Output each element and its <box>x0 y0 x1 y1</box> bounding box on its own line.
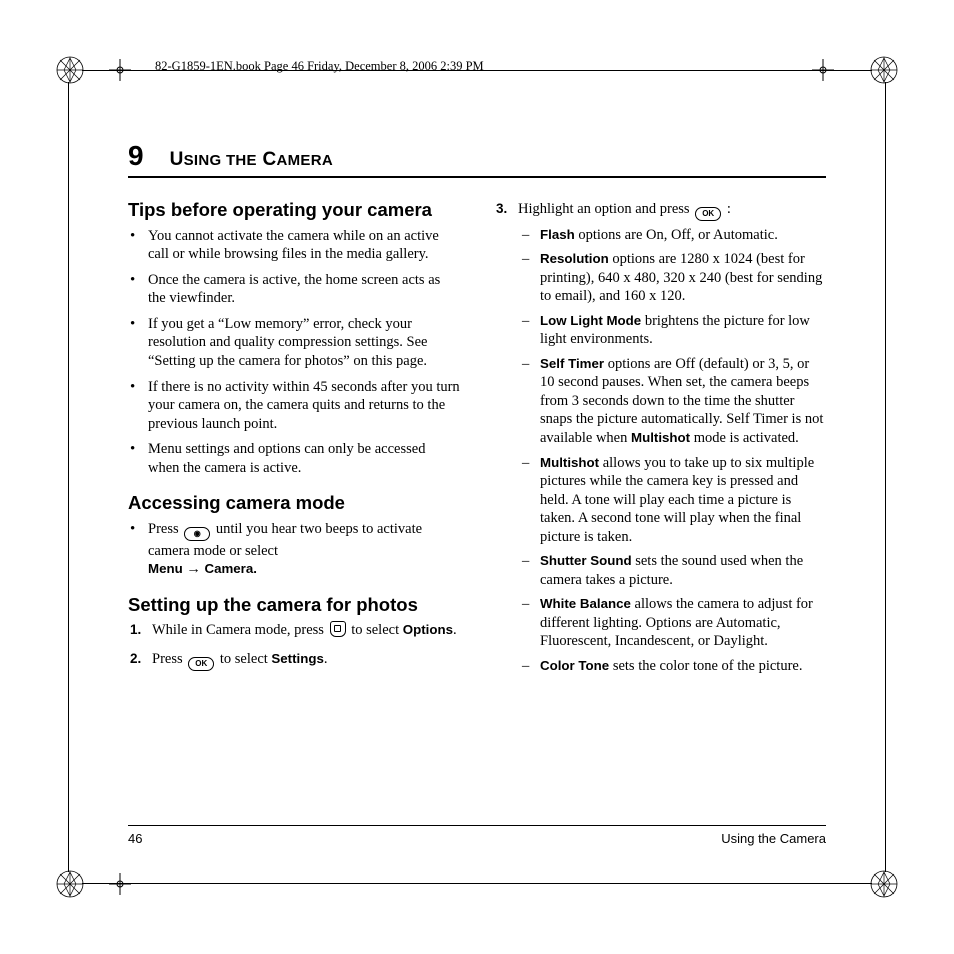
crop-mark-icon <box>55 869 85 899</box>
list-item: Multishot allows you to take up to six m… <box>518 454 826 547</box>
list-item: Shutter Sound sets the sound used when t… <box>518 552 826 589</box>
page-number: 46 <box>128 831 142 846</box>
footer-section-name: Using the Camera <box>721 831 826 846</box>
option-label: White Balance <box>540 596 631 611</box>
list-item: Self Timer options are Off (default) or … <box>518 355 826 448</box>
camera-key-icon: ◉ <box>184 523 210 542</box>
list-item: While in Camera mode, press to select Op… <box>128 621 460 643</box>
option-label: Self Timer <box>540 356 604 371</box>
section-heading-access: Accessing camera mode <box>128 493 460 514</box>
menu-label: Menu <box>148 561 183 576</box>
chapter-header: 9 USING THE CAMERA <box>128 140 826 178</box>
option-label: Flash <box>540 227 575 242</box>
list-item: If you get a “Low memory” error, check y… <box>128 315 460 371</box>
list-item: Color Tone sets the color tone of the pi… <box>518 657 826 676</box>
file-stamp: 82-G1859-1EN.book Page 46 Friday, Decemb… <box>155 59 484 74</box>
option-label: Low Light Mode <box>540 313 641 328</box>
text: While in Camera mode, press <box>152 622 328 638</box>
text: : <box>723 201 731 217</box>
text: Press <box>148 521 182 537</box>
list-item: Press ◉ until you hear two beeps to acti… <box>128 520 460 579</box>
chapter-title: USING THE CAMERA <box>170 149 333 171</box>
setup-steps-continued: Highlight an option and press OK : Flash… <box>494 200 826 676</box>
access-list: Press ◉ until you hear two beeps to acti… <box>128 520 460 579</box>
list-item: Resolution options are 1280 x 1024 (best… <box>518 250 826 306</box>
list-item: Once the camera is active, the home scre… <box>128 271 460 308</box>
right-column: Highlight an option and press OK : Flash… <box>494 200 826 683</box>
list-item: Press OK to select Settings. <box>128 650 460 672</box>
setup-steps: While in Camera mode, press to select Op… <box>128 621 460 671</box>
list-item: White Balance allows the camera to adjus… <box>518 595 826 651</box>
options-list: Flash options are On, Off, or Automatic.… <box>518 226 826 676</box>
option-label: Shutter Sound <box>540 553 632 568</box>
crop-rule <box>885 82 886 872</box>
list-item: You cannot activate the camera while on … <box>128 227 460 264</box>
crop-mark-icon <box>869 55 899 85</box>
registration-mark-icon <box>109 873 131 895</box>
ok-key-icon: OK <box>188 653 214 672</box>
ok-key-icon: OK <box>695 203 721 222</box>
crop-rule <box>82 883 872 884</box>
text: Highlight an option and press <box>518 201 693 217</box>
option-label: Options <box>403 622 453 637</box>
tips-list: You cannot activate the camera while on … <box>128 227 460 478</box>
registration-mark-icon <box>109 59 131 81</box>
list-item: Flash options are On, Off, or Automatic. <box>518 226 826 245</box>
text: to select <box>351 622 403 638</box>
page-footer: 46 Using the Camera <box>128 825 826 846</box>
list-item: If there is no activity within 45 second… <box>128 378 460 434</box>
text: Press <box>152 651 186 667</box>
inline-bold: Multishot <box>631 430 690 445</box>
list-item: Low Light Mode brightens the picture for… <box>518 312 826 349</box>
crop-mark-icon <box>55 55 85 85</box>
list-item: Highlight an option and press OK : Flash… <box>494 200 826 676</box>
option-label: Settings <box>271 651 323 666</box>
option-label: Multishot <box>540 455 599 470</box>
option-label: Resolution <box>540 251 609 266</box>
option-label: Color Tone <box>540 658 609 673</box>
text: to select <box>220 651 272 667</box>
text: . <box>324 651 328 667</box>
arrow-icon: → <box>183 561 205 577</box>
page-body: 9 USING THE CAMERA Tips before operating… <box>128 140 826 854</box>
section-heading-tips: Tips before operating your camera <box>128 200 460 221</box>
crop-rule <box>68 82 69 872</box>
list-item: Menu settings and options can only be ac… <box>128 440 460 477</box>
crop-mark-icon <box>869 869 899 899</box>
text: . <box>453 622 457 638</box>
softkey-icon <box>330 621 346 643</box>
chapter-number: 9 <box>128 140 144 172</box>
left-column: Tips before operating your camera You ca… <box>128 200 460 683</box>
section-heading-setup: Setting up the camera for photos <box>128 595 460 616</box>
menu-label: Camera. <box>204 561 256 576</box>
registration-mark-icon <box>812 59 834 81</box>
